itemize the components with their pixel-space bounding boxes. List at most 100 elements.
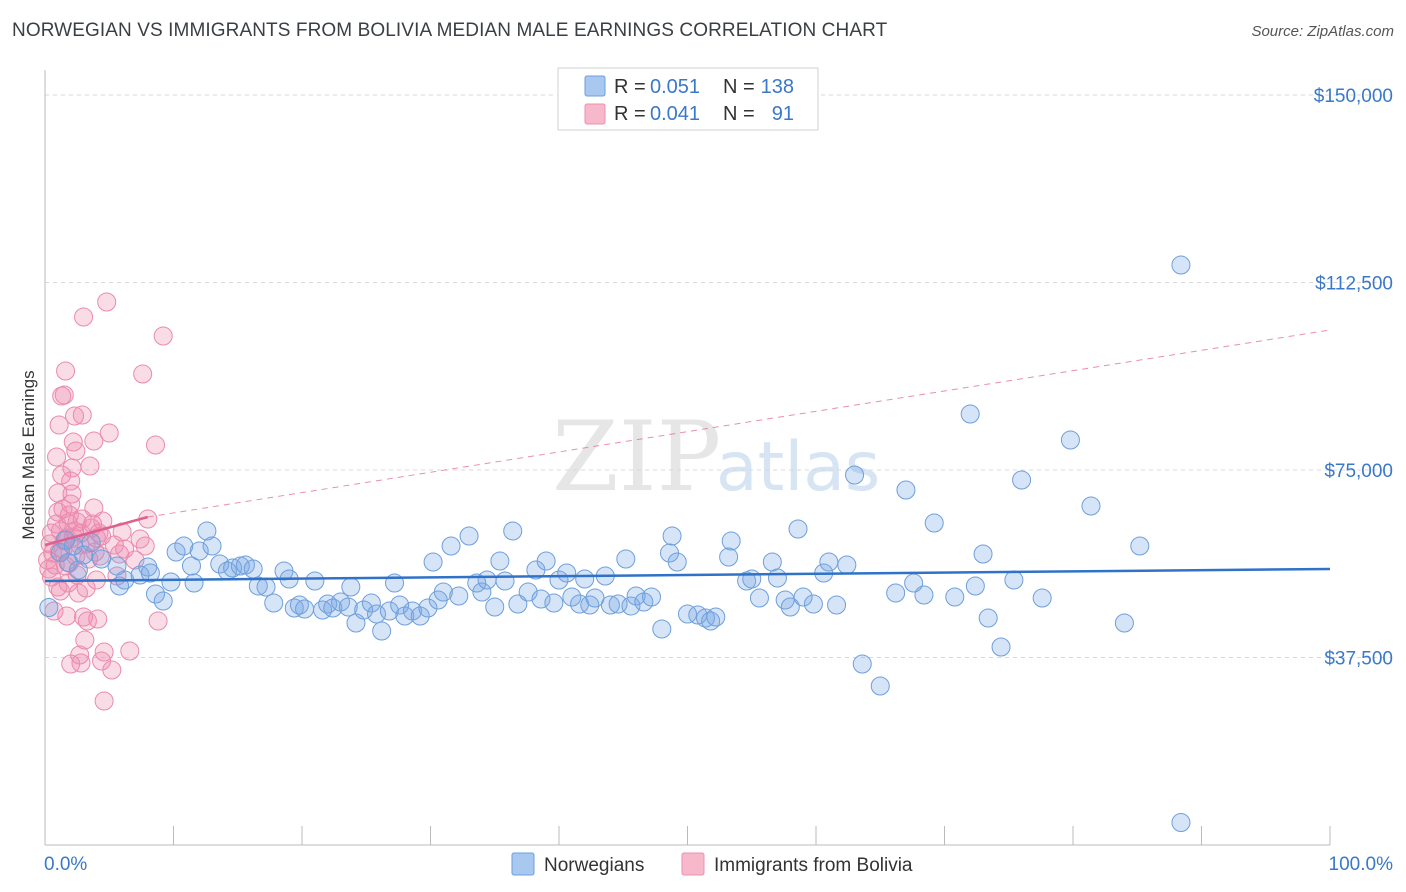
norwegian-point xyxy=(575,569,595,589)
norwegian-point xyxy=(459,526,479,546)
norwegian-point xyxy=(662,526,682,546)
norwegian-point xyxy=(449,586,469,606)
norwegian-point xyxy=(433,582,453,602)
bolivia-point xyxy=(135,536,155,556)
norwegian-point xyxy=(695,608,715,628)
norwegian-point xyxy=(248,576,268,596)
norwegian-point xyxy=(181,556,201,576)
bolivia-point xyxy=(48,577,68,597)
norwegian-point xyxy=(140,563,160,583)
norwegian-point xyxy=(621,596,641,616)
norwegian-point xyxy=(991,637,1011,657)
norwegian-point xyxy=(616,549,636,569)
norwegian-point xyxy=(1130,536,1150,556)
norwegian-point xyxy=(256,577,276,597)
norwegian-point xyxy=(418,598,438,618)
y-tick-label: $37,500 xyxy=(1324,649,1393,670)
chart-title: NORWEGIAN VS IMMIGRANTS FROM BOLIVIA MED… xyxy=(12,20,888,41)
norwegian-point xyxy=(305,571,325,591)
norwegian-point xyxy=(284,598,304,618)
norwegian-point xyxy=(706,607,726,627)
norwegian-point xyxy=(354,600,374,620)
legend: R = 0.051 N = 138 R = 0.041 N = 91 xyxy=(557,67,819,131)
bolivia-trend-line xyxy=(44,515,149,547)
norwegian-point xyxy=(600,595,620,615)
legend-r-label-1: R = xyxy=(614,76,646,98)
legend-n-value-2: 91 xyxy=(772,103,794,125)
norwegian-point xyxy=(924,513,944,533)
norwegian-point xyxy=(780,597,800,617)
norwegian-point xyxy=(945,587,965,607)
bolivia-point xyxy=(97,292,117,312)
norwegian-point xyxy=(531,589,551,609)
norwegian-point xyxy=(146,584,166,604)
bottom-legend: Norwegians Immigrants from Bolivia xyxy=(511,852,913,876)
norwegian-point xyxy=(652,619,672,639)
norwegian-point xyxy=(189,541,209,561)
legend-n-label-1: N = xyxy=(723,76,755,98)
norwegian-point xyxy=(749,588,769,608)
norwegian-point xyxy=(965,576,985,596)
norwegian-point xyxy=(39,598,59,617)
bolivia-point xyxy=(66,441,86,461)
norwegian-point xyxy=(68,560,88,580)
bolivia-point xyxy=(133,364,153,384)
norwegian-point xyxy=(973,544,993,564)
bolivia-point xyxy=(54,385,74,405)
bolivia-point xyxy=(74,307,94,327)
norwegian-point xyxy=(544,593,564,613)
norwegian-point xyxy=(762,552,782,572)
x-tick-label-min: 0.0% xyxy=(44,854,87,875)
norwegian-point xyxy=(557,563,577,583)
legend-swatch-bolivia xyxy=(584,103,606,125)
bolivia-point xyxy=(56,361,76,381)
x-tick-labels: 0.0% 100.0% xyxy=(44,854,1393,875)
norwegian-point xyxy=(914,585,934,605)
norwegian-point xyxy=(1004,570,1024,590)
norwegian-point xyxy=(472,582,492,602)
norwegian-point xyxy=(230,556,250,576)
norwegian-trend-line xyxy=(44,567,1331,583)
norwegian-points xyxy=(39,255,1191,832)
source-credit: Source: ZipAtlas.com xyxy=(1251,23,1394,40)
y-tick-label: $75,000 xyxy=(1324,461,1393,482)
bolivia-point xyxy=(80,456,100,476)
norwegian-point xyxy=(161,572,181,592)
norwegian-point xyxy=(410,606,430,626)
bolivia-point xyxy=(67,512,87,532)
legend-r-label-2: R = xyxy=(614,103,646,125)
norwegian-point xyxy=(153,591,173,611)
bolivia-point xyxy=(62,484,82,504)
norwegian-point xyxy=(827,595,847,615)
norwegian-point xyxy=(503,521,523,541)
norwegian-point xyxy=(536,551,556,571)
bolivia-point xyxy=(44,601,64,621)
norwegian-point xyxy=(264,593,284,613)
norwegian-point xyxy=(837,555,857,575)
norwegian-point xyxy=(721,531,741,551)
legend-r-value-2: 0.041 xyxy=(650,103,700,125)
legend-r-value-1: 0.051 xyxy=(650,76,700,98)
bottom-legend-swatch-norwegians xyxy=(511,852,535,876)
norwegian-point xyxy=(978,608,998,628)
watermark-zip: ZIP xyxy=(552,401,721,513)
bolivia-point xyxy=(61,654,81,674)
legend-n-value-1: 138 xyxy=(761,76,794,98)
bottom-legend-bolivia: Immigrants from Bolivia xyxy=(714,855,913,876)
norwegian-point xyxy=(372,621,392,641)
norwegian-point xyxy=(223,558,243,578)
bolivia-point xyxy=(61,494,81,514)
norwegian-point xyxy=(361,593,381,613)
norwegian-point xyxy=(1060,430,1080,450)
norwegian-point xyxy=(390,595,410,615)
norwegian-point xyxy=(197,521,217,541)
norwegian-point xyxy=(642,587,662,607)
norwegian-point xyxy=(1032,588,1052,608)
norwegian-point xyxy=(626,586,646,606)
norwegian-point xyxy=(886,583,906,603)
bolivia-point xyxy=(148,611,168,631)
norwegian-point xyxy=(819,552,839,572)
norwegian-point xyxy=(767,568,787,588)
bottom-legend-swatch-bolivia xyxy=(681,852,705,876)
norwegian-point xyxy=(960,404,980,424)
